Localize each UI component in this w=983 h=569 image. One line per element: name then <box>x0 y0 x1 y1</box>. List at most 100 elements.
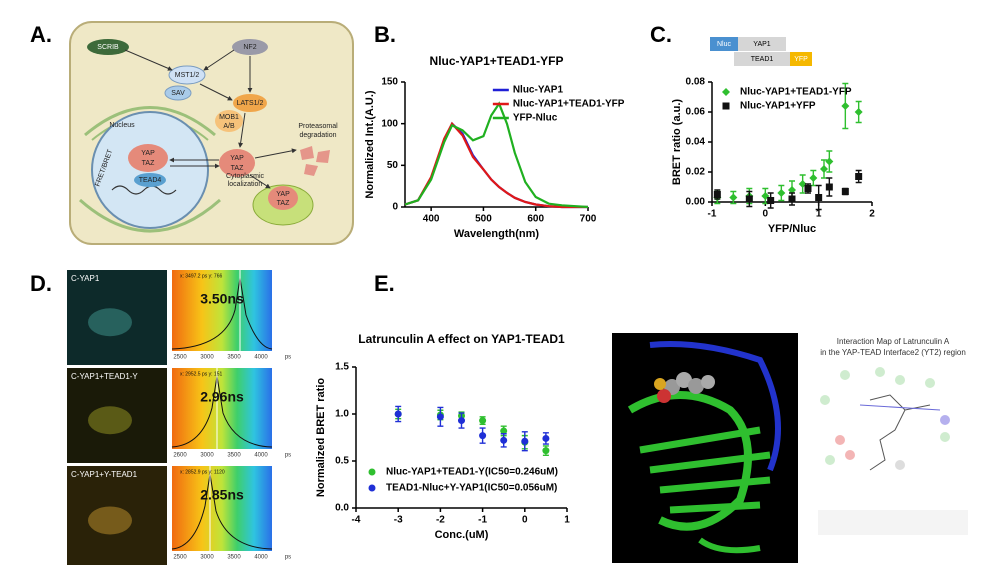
histogram-axis-label: ps <box>285 355 291 361</box>
image-label: C-YAP1+Y-TEAD1 <box>71 470 138 479</box>
point <box>788 195 796 203</box>
histogram-axis-label: 3500 <box>227 453 241 459</box>
y-tick-label: 1.0 <box>335 409 349 420</box>
y-tick-label: 0.04 <box>686 137 706 148</box>
construct-label: YAP1 <box>753 41 770 48</box>
node-label: MOB1 <box>219 114 239 121</box>
legend-label: Nluc-YAP1 <box>513 85 564 96</box>
flim-panel: C-YAP1 x: 3497.2 ps y: 766 3.50ns 2500 3000 3… <box>67 270 291 565</box>
point <box>815 194 823 201</box>
legend-swatch <box>722 102 730 110</box>
x-tick-label: 1 <box>816 209 822 220</box>
y-tick-label: 0 <box>392 202 398 213</box>
x-tick-label: 600 <box>527 214 544 225</box>
histogram-axis-label: 4000 <box>254 355 268 361</box>
node-label: MST1/2 <box>175 72 200 79</box>
pathway-diagram: SCRIB NF2 MST1/2 SAV LATS1/2 MOB1 A/B YA… <box>69 21 354 245</box>
construct-map: Nluc YAP1 TEAD1 YFP <box>710 37 812 66</box>
point <box>521 437 529 445</box>
point <box>500 436 508 444</box>
y-axis-label: Normalized BRET ratio <box>315 378 327 497</box>
cursor-readout: x: 2852.9 ps y: 1120 <box>180 469 225 475</box>
point <box>500 427 508 435</box>
cell-blob <box>88 308 132 337</box>
point <box>542 447 550 455</box>
point <box>458 417 465 425</box>
y-axis-label: Normalized Int.(A.U.) <box>364 90 376 199</box>
panel-label: E. <box>374 271 395 296</box>
histogram-axis-label: 3000 <box>200 555 214 561</box>
point <box>855 173 863 180</box>
legend-swatch <box>368 468 376 476</box>
x-axis-label: YFP/Nluc <box>768 223 816 235</box>
series-line <box>404 121 588 209</box>
y-tick-label: 0.5 <box>335 456 349 467</box>
docking-structure <box>612 333 798 563</box>
point <box>820 165 828 173</box>
point <box>788 186 796 194</box>
y-tick-label: 50 <box>387 160 399 171</box>
legend-swatch <box>722 88 730 96</box>
node-label: TAZ <box>142 160 155 167</box>
chart: Latrunculin A effect on YAP1-TEAD1 0.0 0.5… <box>315 332 570 541</box>
legend-label: YFP-Nluc <box>513 113 558 124</box>
point <box>854 108 863 116</box>
lifetime: 2.85ns <box>200 487 244 503</box>
chart: Nluc-YAP1+TEAD1-YFP 0 50 100 150 400 500 600 700… <box>364 54 625 240</box>
x-tick-label: 400 <box>423 214 440 225</box>
x-tick-label: -2 <box>436 515 445 526</box>
point <box>394 410 402 418</box>
x-axis-label: Wavelength(nm) <box>454 228 539 240</box>
node-label: TEAD4 <box>139 177 162 184</box>
histogram <box>172 466 272 551</box>
chart-title: Nluc-YAP1+TEAD1-YFP <box>430 54 564 68</box>
point <box>825 157 834 166</box>
histogram-axis-label: ps <box>285 555 291 561</box>
histogram <box>172 270 272 351</box>
x-tick-label: 0 <box>522 515 528 526</box>
panel-label: A. <box>30 22 52 47</box>
series-line <box>404 101 589 209</box>
point <box>713 191 721 198</box>
construct-label: TEAD1 <box>751 56 774 63</box>
node-label: TAZ <box>277 200 290 207</box>
point <box>809 174 818 182</box>
legend-label: Nluc-YAP1+TEAD1-YFP <box>513 99 625 110</box>
chart: 0.00 0.02 0.04 0.06 0.08 -1 0 1 2 YFP/Nluc BRET ra… <box>671 77 875 235</box>
node-label: SCRIB <box>97 44 119 51</box>
node-label: TAZ <box>231 165 244 172</box>
point <box>479 432 487 440</box>
point <box>542 434 550 442</box>
construct-label: Nluc <box>717 41 732 48</box>
point <box>777 189 786 197</box>
x-tick-label: -4 <box>352 515 361 526</box>
interaction-map: Interaction Map of Latrunculin A in the … <box>803 333 983 548</box>
fate-label: localization <box>228 181 263 188</box>
panel-label: C. <box>650 22 672 47</box>
histogram-axis-label: 4000 <box>254 453 268 459</box>
node-label: YAP <box>230 155 244 162</box>
compartment-label: Nucleus <box>109 122 135 129</box>
histogram-curve <box>171 277 273 350</box>
histogram-axis-label: 4000 <box>254 555 268 561</box>
node-label: LATS1/2 <box>237 100 264 107</box>
histogram-axis-label: 2600 <box>173 453 187 459</box>
lifetime: 3.50ns <box>200 291 244 307</box>
legend-label: TEAD1-Nluc+Y-YAP1(IC50=0.056uM) <box>386 483 557 494</box>
point <box>745 195 753 203</box>
point <box>841 102 850 110</box>
y-tick-label: 1.5 <box>335 362 349 373</box>
lifetime: 2.96ns <box>200 389 244 405</box>
point <box>767 197 775 204</box>
fate-label: Cytoplasmic <box>226 173 265 180</box>
chart-title: Latrunculin A effect on YAP1-TEAD1 <box>358 332 565 346</box>
cursor-readout: x: 2952.5 ps y: 151 <box>180 371 222 377</box>
point <box>729 193 738 202</box>
histogram-axis-label: 3000 <box>200 355 214 361</box>
fate-label: Proteasomal <box>298 123 338 130</box>
x-tick-label: 0 <box>763 209 769 220</box>
point <box>841 188 849 195</box>
node-label: A/B <box>223 123 235 130</box>
construct-label: YFP <box>794 56 808 63</box>
